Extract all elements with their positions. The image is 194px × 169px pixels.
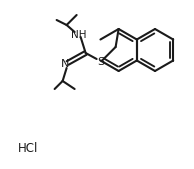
Text: S: S: [97, 57, 104, 67]
Text: N: N: [61, 59, 69, 69]
Text: NH: NH: [71, 30, 86, 40]
Text: HCl: HCl: [18, 141, 38, 154]
